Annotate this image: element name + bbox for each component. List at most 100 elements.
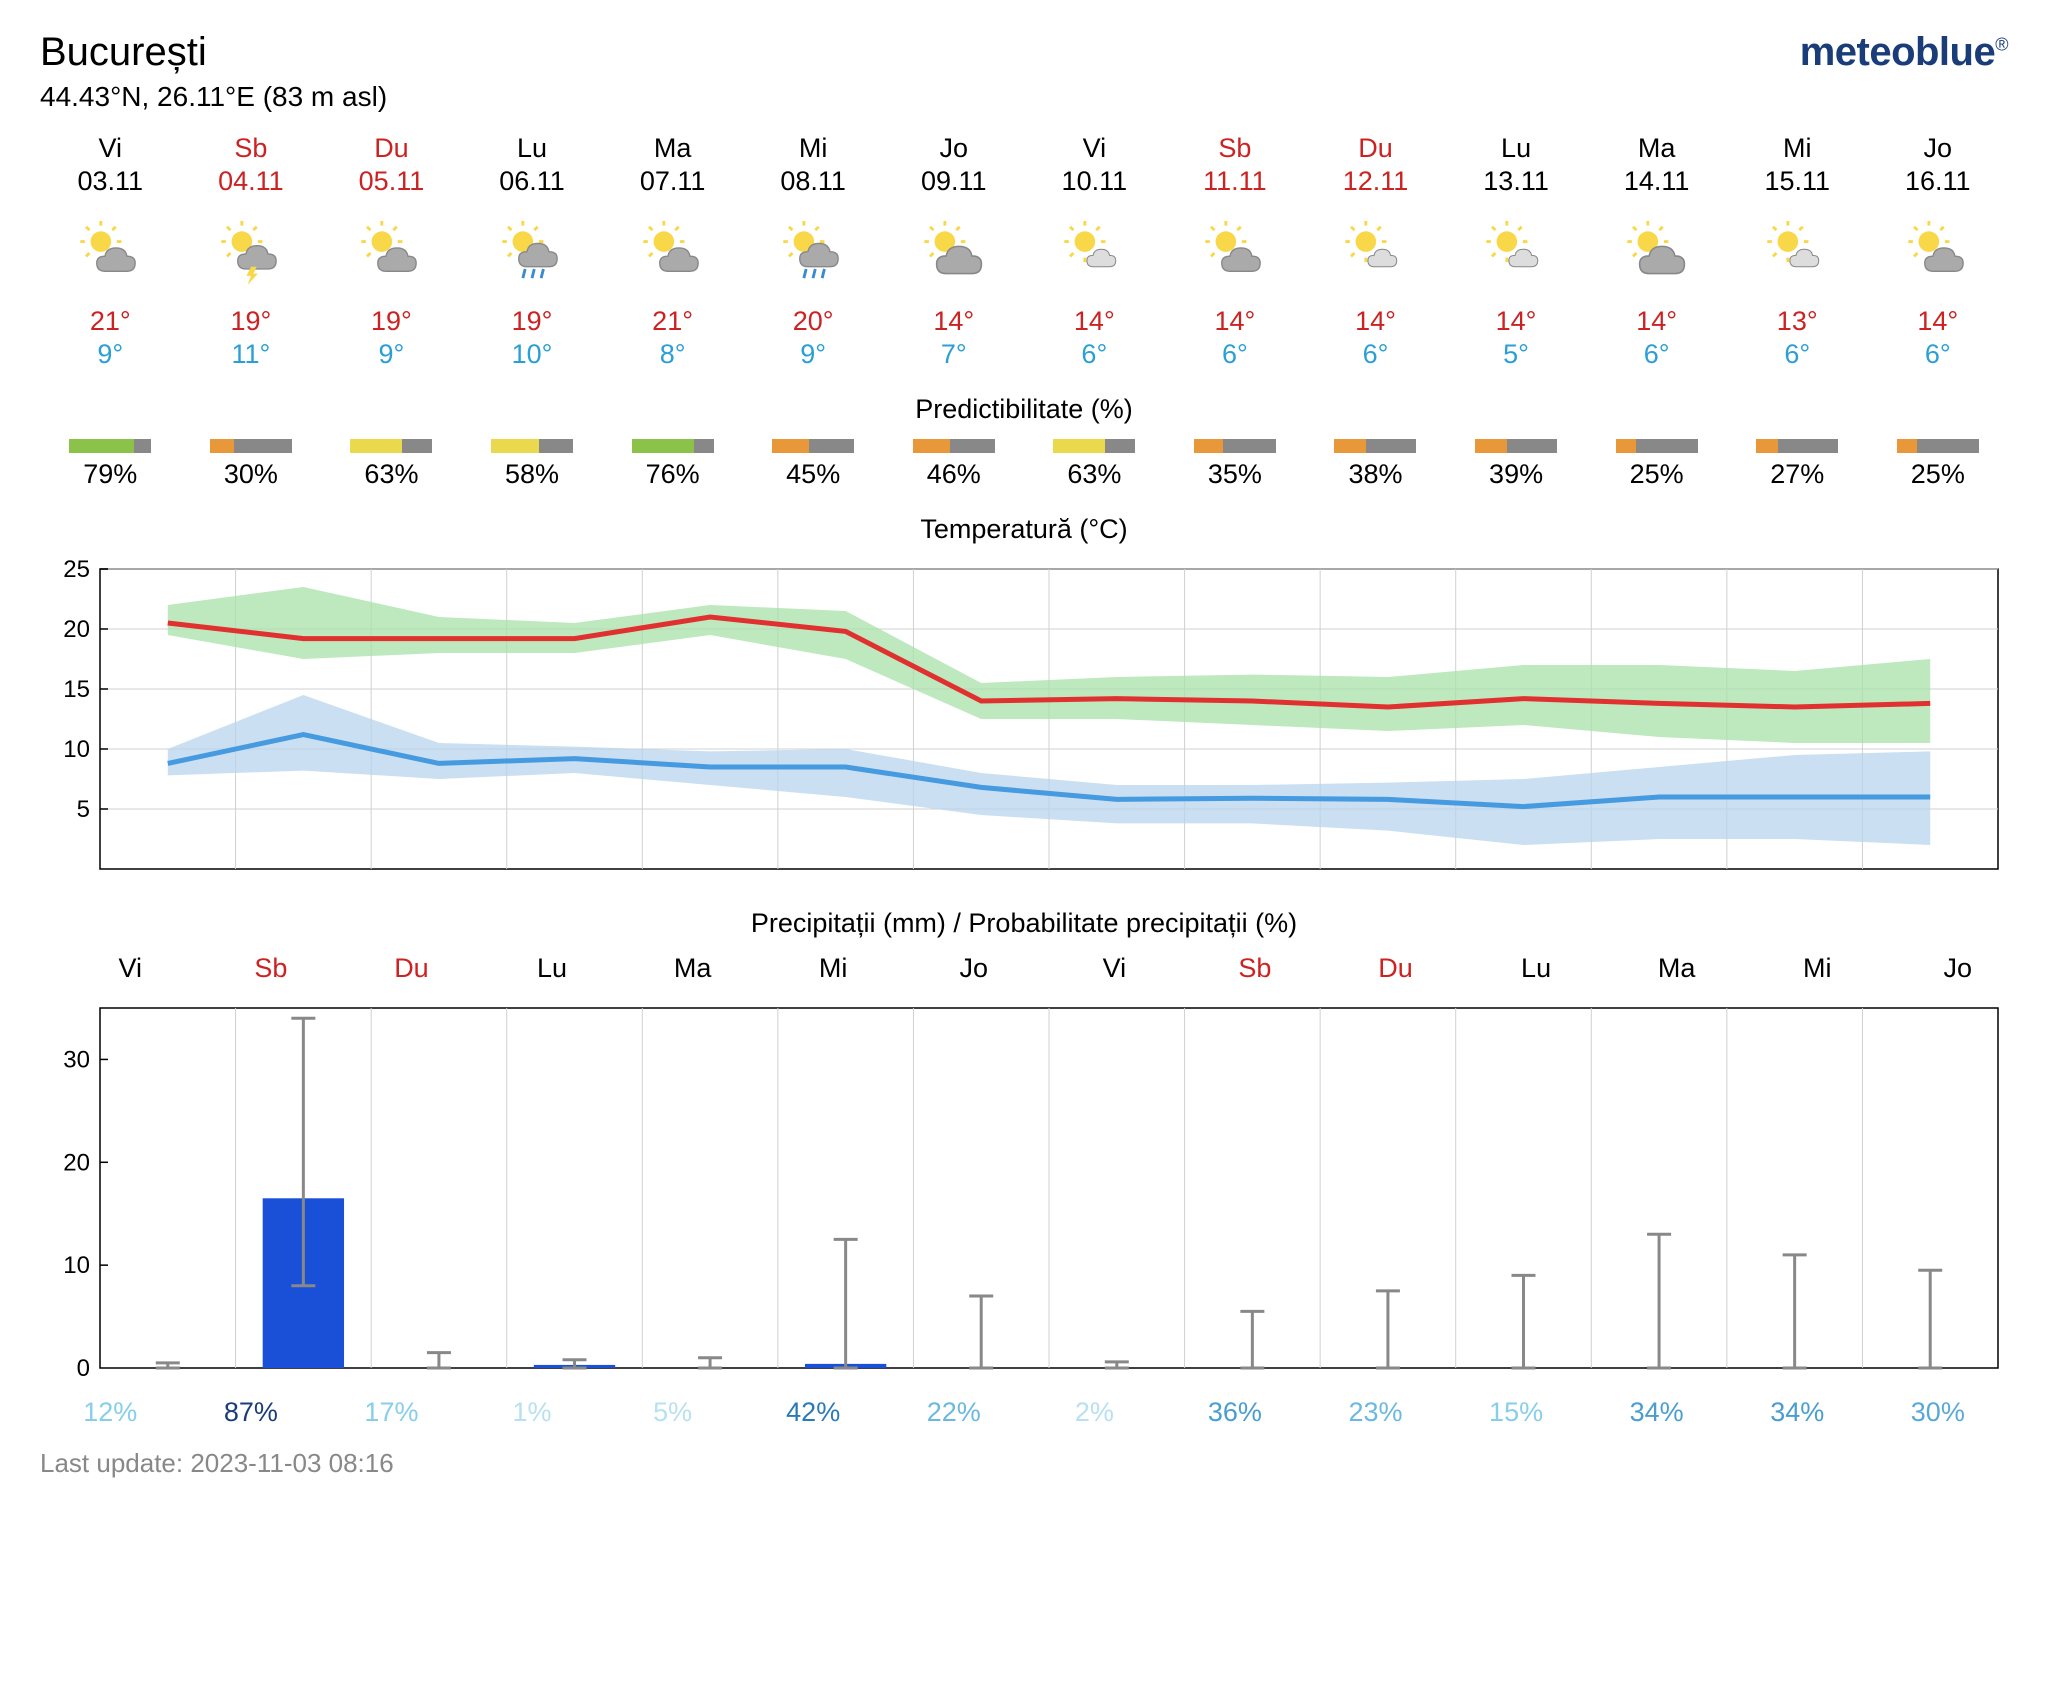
pred-value: 27% bbox=[1727, 459, 1868, 490]
location-title: București bbox=[40, 30, 387, 75]
pred-bar-cell bbox=[1446, 439, 1587, 453]
pred-value: 63% bbox=[1024, 459, 1165, 490]
day-date: 03.11 bbox=[40, 166, 181, 197]
temp-high: 14° bbox=[1024, 306, 1165, 337]
temp-high: 14° bbox=[1868, 306, 2009, 337]
pred-bar bbox=[491, 439, 573, 453]
pred-value: 63% bbox=[321, 459, 462, 490]
day-date: 14.11 bbox=[1586, 166, 1727, 197]
svg-text:5: 5 bbox=[77, 796, 90, 823]
pred-bar-cell bbox=[462, 439, 603, 453]
weather-icon bbox=[1165, 221, 1306, 290]
day-name: Vi bbox=[1024, 133, 1165, 164]
days-row: Vi03.11Sb04.11Du05.11Lu06.11Ma07.11Mi08.… bbox=[40, 133, 2008, 215]
precip-day: Ma bbox=[602, 953, 743, 984]
temp-cell: 14°7° bbox=[883, 306, 1024, 370]
temp-cell: 14°6° bbox=[1586, 306, 1727, 370]
temperature-title: Temperatură (°C) bbox=[40, 514, 2008, 545]
weather-icon bbox=[1446, 221, 1587, 290]
temp-low: 8° bbox=[602, 339, 743, 370]
day-col: Lu06.11 bbox=[462, 133, 603, 215]
precipitation-title: Precipitații (mm) / Probabilitate precip… bbox=[40, 908, 2008, 939]
day-date: 13.11 bbox=[1446, 166, 1587, 197]
temp-cell: 14°6° bbox=[1305, 306, 1446, 370]
day-name: Jo bbox=[883, 133, 1024, 164]
day-name: Sb bbox=[1165, 133, 1306, 164]
day-name: Lu bbox=[1446, 133, 1587, 164]
prob-value: 5% bbox=[602, 1397, 743, 1428]
prob-value: 22% bbox=[883, 1397, 1024, 1428]
temp-cell: 14°6° bbox=[1165, 306, 1306, 370]
day-date: 16.11 bbox=[1868, 166, 2009, 197]
temp-cell: 21°8° bbox=[602, 306, 743, 370]
weather-icon bbox=[321, 221, 462, 290]
pred-value: 58% bbox=[462, 459, 603, 490]
prob-value: 34% bbox=[1586, 1397, 1727, 1428]
weather-icon bbox=[1727, 221, 1868, 290]
day-col: Du05.11 bbox=[321, 133, 462, 215]
pred-bar bbox=[1194, 439, 1276, 453]
pred-value: 38% bbox=[1305, 459, 1446, 490]
day-date: 10.11 bbox=[1024, 166, 1165, 197]
temp-low: 7° bbox=[883, 339, 1024, 370]
day-date: 04.11 bbox=[181, 166, 322, 197]
pred-bar bbox=[69, 439, 151, 453]
weather-icon bbox=[602, 221, 743, 290]
pred-bar-cell bbox=[602, 439, 743, 453]
day-col: Ma07.11 bbox=[602, 133, 743, 215]
temp-low: 6° bbox=[1305, 339, 1446, 370]
day-name: Ma bbox=[1586, 133, 1727, 164]
temp-high: 14° bbox=[1305, 306, 1446, 337]
pred-value: 76% bbox=[602, 459, 743, 490]
day-name: Ma bbox=[602, 133, 743, 164]
precip-day: Mi bbox=[1727, 953, 1868, 984]
temp-cell: 14°6° bbox=[1024, 306, 1165, 370]
temp-cell: 19°11° bbox=[181, 306, 322, 370]
svg-text:10: 10 bbox=[63, 1252, 90, 1279]
day-col: Jo09.11 bbox=[883, 133, 1024, 215]
temp-high: 20° bbox=[743, 306, 884, 337]
temp-low: 5° bbox=[1446, 339, 1587, 370]
precipitation-chart: 0102030 bbox=[40, 998, 2008, 1383]
day-date: 06.11 bbox=[462, 166, 603, 197]
weather-icon bbox=[1024, 221, 1165, 290]
day-col: Lu13.11 bbox=[1446, 133, 1587, 215]
day-col: Vi10.11 bbox=[1024, 133, 1165, 215]
svg-text:0: 0 bbox=[77, 1355, 90, 1378]
svg-text:10: 10 bbox=[63, 736, 90, 763]
day-date: 07.11 bbox=[602, 166, 743, 197]
day-name: Mi bbox=[1727, 133, 1868, 164]
pred-bar bbox=[1334, 439, 1416, 453]
temp-cell: 21°9° bbox=[40, 306, 181, 370]
day-col: Ma14.11 bbox=[1586, 133, 1727, 215]
header: București 44.43°N, 26.11°E (83 m asl) me… bbox=[40, 30, 2008, 113]
day-name: Du bbox=[1305, 133, 1446, 164]
temp-low: 6° bbox=[1868, 339, 2009, 370]
pred-bar-cell bbox=[1305, 439, 1446, 453]
prob-value: 30% bbox=[1868, 1397, 2009, 1428]
precip-day: Vi bbox=[40, 953, 181, 984]
temp-cell: 19°10° bbox=[462, 306, 603, 370]
prob-value: 87% bbox=[181, 1397, 322, 1428]
pred-value: 45% bbox=[743, 459, 884, 490]
temperature-chart: 510152025 bbox=[40, 559, 2008, 884]
temp-low: 6° bbox=[1586, 339, 1727, 370]
temp-low: 6° bbox=[1165, 339, 1306, 370]
prob-value: 42% bbox=[743, 1397, 884, 1428]
pred-bar-cell bbox=[1165, 439, 1306, 453]
weather-icon bbox=[883, 221, 1024, 290]
day-date: 15.11 bbox=[1727, 166, 1868, 197]
probability-row: 12%87%17%1%5%42%22%2%36%23%15%34%34%30% bbox=[40, 1397, 2008, 1428]
prob-value: 12% bbox=[40, 1397, 181, 1428]
temp-high: 14° bbox=[883, 306, 1024, 337]
precip-day: Lu bbox=[462, 953, 603, 984]
weather-icon bbox=[1586, 221, 1727, 290]
temp-low: 11° bbox=[181, 339, 322, 370]
pred-bar-cell bbox=[883, 439, 1024, 453]
day-date: 09.11 bbox=[883, 166, 1024, 197]
pred-bar-cell bbox=[743, 439, 884, 453]
pred-bar bbox=[1897, 439, 1979, 453]
pred-value: 79% bbox=[40, 459, 181, 490]
pred-value: 25% bbox=[1586, 459, 1727, 490]
pred-bar bbox=[1053, 439, 1135, 453]
